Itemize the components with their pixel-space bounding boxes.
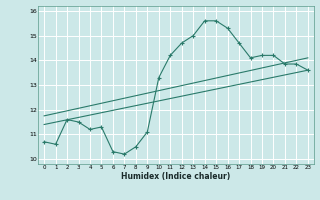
X-axis label: Humidex (Indice chaleur): Humidex (Indice chaleur): [121, 172, 231, 181]
